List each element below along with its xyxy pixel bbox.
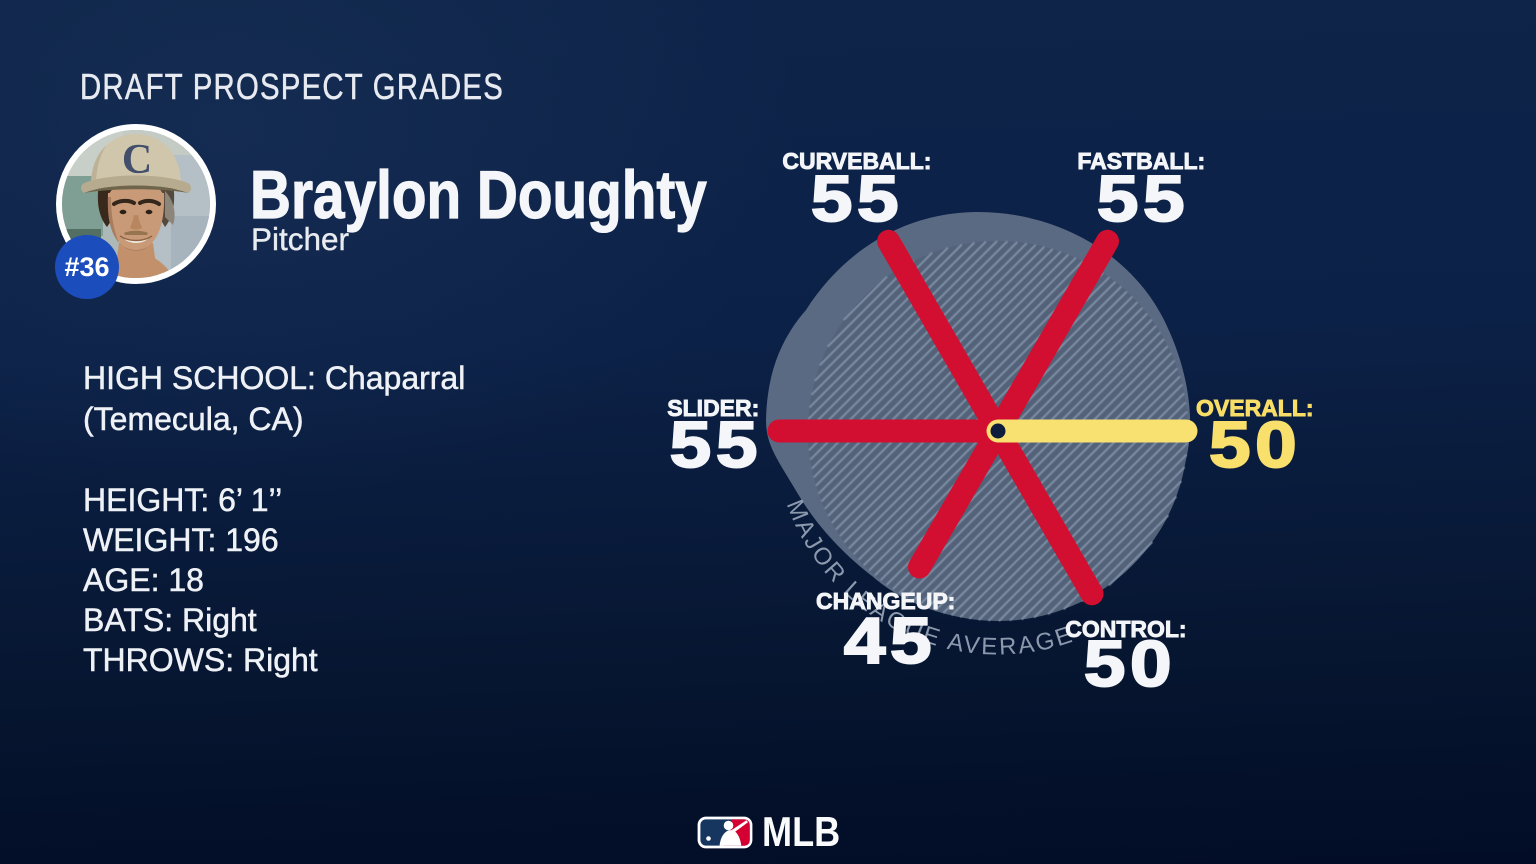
svg-text:C: C [122,137,152,183]
